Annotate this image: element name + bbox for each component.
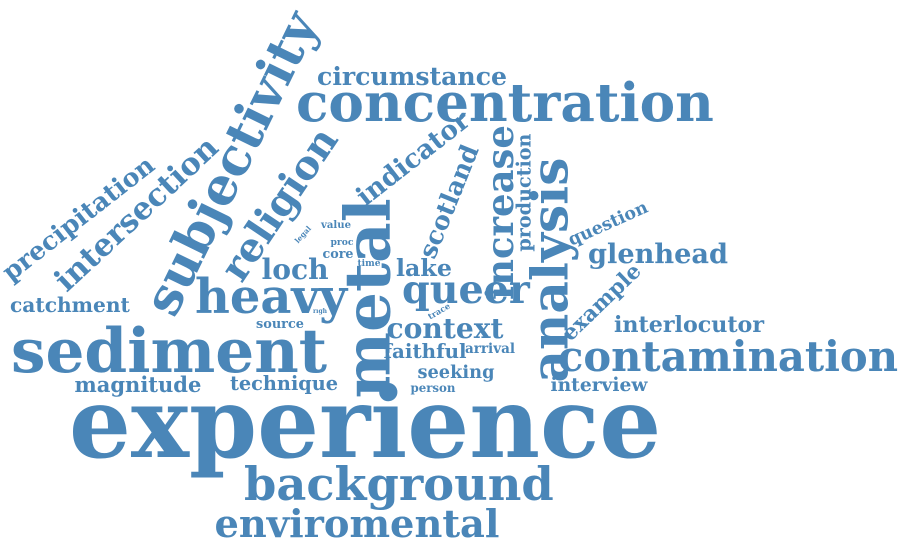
word-queer: queer xyxy=(402,267,530,313)
word-interlocutor: interlocutor xyxy=(614,312,765,338)
word-faithful: faithful xyxy=(383,339,467,363)
word-arrival: arrival xyxy=(465,341,515,357)
word-context: context xyxy=(386,312,504,345)
word-production: production xyxy=(512,133,536,252)
word-magnitude: magnitude xyxy=(74,371,202,397)
word-value: value xyxy=(321,220,352,231)
word-interview: interview xyxy=(550,373,648,396)
word-legal: legal xyxy=(292,223,313,245)
word-catchment: catchment xyxy=(10,293,130,317)
word-core: core xyxy=(322,245,354,261)
word-enviromental: enviromental xyxy=(214,502,500,540)
word-source: source xyxy=(256,316,304,332)
word-concentration: concentration xyxy=(296,70,714,134)
word-time: time xyxy=(357,257,381,269)
word-proc: proc xyxy=(330,236,354,248)
word-circumstance: circumstance xyxy=(317,60,508,91)
word-lake: lake xyxy=(396,254,452,282)
word-technique: technique xyxy=(230,371,339,395)
word-person: person xyxy=(410,381,456,395)
word-contamination: contamination xyxy=(558,332,898,381)
word-sediment: sediment xyxy=(11,314,328,387)
word-experience: experience xyxy=(69,365,662,480)
word-background: background xyxy=(244,457,554,511)
word-glenhead: glenhead xyxy=(588,237,729,270)
word-heavy: heavy xyxy=(195,269,348,325)
word-righ: rıgh xyxy=(313,308,327,315)
word-seeking: seeking xyxy=(417,362,495,383)
word-loch: loch xyxy=(261,253,329,286)
